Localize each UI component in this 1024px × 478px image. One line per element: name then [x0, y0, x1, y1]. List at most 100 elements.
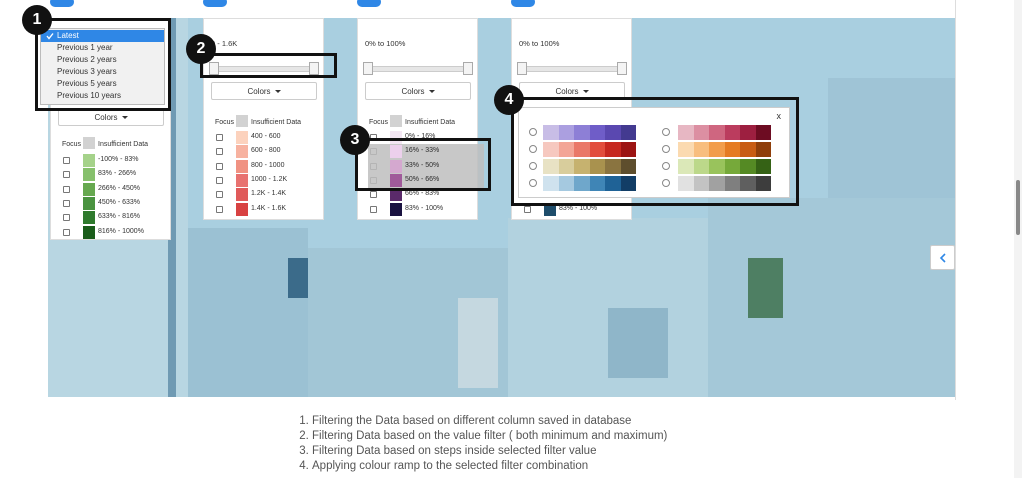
button-text: Colors: [555, 86, 579, 96]
toggle[interactable]: [511, 0, 535, 7]
ramp-swatch: [755, 159, 771, 174]
ramp-swatch: [620, 159, 636, 174]
ramp-swatch: [724, 125, 740, 140]
toggle[interactable]: [357, 0, 381, 7]
insufficient-swatch: [83, 137, 95, 149]
callout-box: [200, 53, 337, 78]
focus-checkbox[interactable]: [216, 191, 223, 199]
ramp-swatch: [589, 176, 605, 191]
focus-checkbox[interactable]: [63, 199, 70, 207]
slider-handle[interactable]: [363, 62, 373, 75]
focus-checkbox[interactable]: [63, 171, 70, 179]
caret-icon: [121, 115, 128, 119]
caret-icon: [582, 89, 589, 93]
focus-checkbox[interactable]: [216, 176, 223, 184]
note-item: Filtering Data based on steps inside sel…: [312, 444, 667, 459]
colors-button[interactable]: Colors: [365, 82, 471, 100]
map-region: [608, 308, 668, 378]
note-item: Filtering Data based on the value filter…: [312, 429, 667, 444]
check-icon: [46, 33, 54, 40]
focus-checkbox[interactable]: [216, 205, 223, 213]
ramp-swatch: [589, 159, 605, 174]
slider-handle[interactable]: [517, 62, 527, 75]
legend-label: 800 - 1000: [251, 161, 285, 169]
focus-checkbox[interactable]: [216, 162, 223, 170]
slider-handle[interactable]: [209, 62, 219, 75]
ramp-swatch: [574, 125, 590, 140]
collapse-button[interactable]: [930, 245, 955, 270]
ramp-radio[interactable]: [529, 179, 537, 187]
focus-checkbox[interactable]: [370, 205, 377, 213]
focus-checkbox[interactable]: [216, 134, 223, 141]
range-label: 0 - 1.6K: [211, 39, 238, 48]
ramp-swatch: [709, 176, 725, 191]
insufficient-label: Insufficient Data: [405, 119, 456, 126]
ramp-radio[interactable]: [662, 128, 670, 136]
ramp-swatch: [755, 176, 771, 191]
ramp-radio[interactable]: [529, 162, 537, 170]
focus-checkbox[interactable]: [63, 185, 70, 193]
ramp-swatch: [605, 125, 621, 140]
map: [48, 18, 955, 397]
map-region: [288, 258, 308, 298]
ramp-radio[interactable]: [662, 162, 670, 170]
slider-handle[interactable]: [463, 62, 473, 75]
legend-label: 50% - 66%: [405, 175, 440, 183]
ramp-swatch: [605, 176, 621, 191]
ramp-swatch: [755, 142, 771, 157]
ramp-swatch: [543, 142, 559, 157]
focus-checkbox[interactable]: [63, 157, 70, 164]
legend-swatch: [83, 211, 95, 225]
legend-label: 1000 - 1.2K: [251, 175, 288, 183]
focus-checkbox[interactable]: [216, 148, 223, 156]
legend-label: 0% - 16%: [405, 133, 436, 140]
ramp-swatch: [693, 159, 709, 174]
coastline: [168, 18, 176, 397]
dropdown-option[interactable]: Previous 3 years: [57, 67, 117, 76]
callout-box: [511, 97, 799, 206]
map-region: [458, 298, 498, 388]
ramp-swatch: [678, 142, 694, 157]
ramp-swatch: [678, 176, 694, 191]
legend-swatch: [390, 159, 402, 173]
focus-checkbox[interactable]: [370, 191, 377, 199]
scroll-thumb[interactable]: [1016, 180, 1020, 235]
ramp-radio[interactable]: [662, 179, 670, 187]
legend-swatch: [83, 182, 95, 196]
ramp-radio[interactable]: [529, 128, 537, 136]
ramp-swatch: [678, 159, 694, 174]
legend-swatch: [83, 225, 95, 239]
dropdown-option[interactable]: Previous 5 years: [57, 79, 117, 88]
focus-checkbox[interactable]: [63, 214, 70, 222]
insufficient-label: Insufficient Data: [98, 141, 149, 148]
focus-checkbox[interactable]: [524, 205, 531, 213]
legend-label: 83% - 100%: [405, 204, 444, 212]
colors-button[interactable]: Colors: [211, 82, 317, 100]
focus-label: Focus: [369, 119, 389, 126]
callout-badge: 3: [340, 125, 370, 155]
ramp-swatch: [558, 125, 574, 140]
dropdown-option[interactable]: Previous 1 year: [57, 43, 113, 52]
ramp-swatch: [678, 125, 694, 140]
legend-swatch: [390, 145, 402, 159]
dropdown-option[interactable]: Previous 2 years: [57, 55, 117, 64]
ramp-radio[interactable]: [529, 145, 537, 153]
selected-steps: [368, 144, 484, 188]
toggle[interactable]: [50, 0, 74, 7]
legend-swatch: [236, 131, 248, 144]
dropdown-option[interactable]: Previous 10 years: [57, 91, 122, 100]
slider-handle[interactable]: [617, 62, 627, 75]
caret-icon: [428, 89, 435, 93]
ramp-swatch: [709, 125, 725, 140]
ramp-radio[interactable]: [662, 145, 670, 153]
ramp-swatch: [605, 159, 621, 174]
focus-checkbox[interactable]: [63, 228, 70, 236]
toggle[interactable]: [203, 0, 227, 7]
ramp-swatch: [740, 125, 756, 140]
slider-handle[interactable]: [309, 62, 319, 75]
legend-label: 816% - 1000%: [98, 227, 144, 235]
close-button[interactable]: x: [776, 111, 782, 121]
callout-box: [355, 138, 491, 191]
dropdown-option[interactable]: Latest: [41, 30, 164, 42]
focus-label: Focus: [215, 119, 235, 126]
